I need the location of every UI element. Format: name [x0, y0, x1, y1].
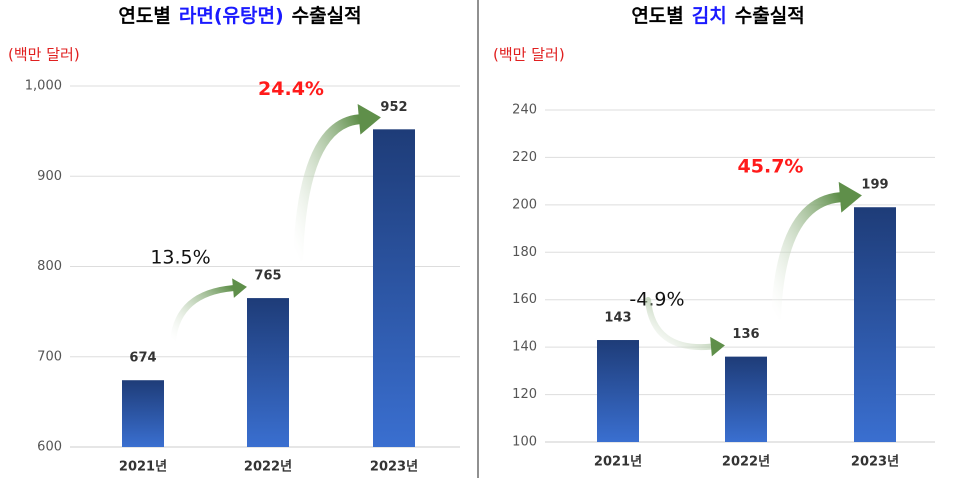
y-tick-label: 100 — [512, 435, 537, 450]
chart: 연도별 라면(유탕면) 수출실적 (백만 달러) 600 700 800 900 1,000 67… — [8, 5, 460, 475]
y-tick-label: 600 — [37, 440, 62, 455]
y-tick-label: 1,000 — [25, 79, 62, 94]
growth-annotation: 24.4% — [258, 78, 324, 100]
arrow-head — [357, 103, 381, 135]
x-tick-label: 2021년 — [594, 455, 642, 470]
title-suffix: 수출실적 — [735, 5, 805, 27]
growth-annotation: -4.9% — [629, 289, 684, 311]
growth-arrow — [170, 285, 236, 344]
y-tick-label: 900 — [37, 169, 62, 184]
x-tick-label: 2022년 — [244, 460, 292, 475]
chart: 연도별 김치 수출실적 (백만 달러) 100 120 140 160 180 200 220 240… — [493, 5, 935, 470]
growth-arrow — [771, 192, 845, 322]
chart-title: 연도별 라면(유탕면) 수출실적 — [118, 5, 361, 27]
y-tick-label: 700 — [37, 349, 62, 364]
x-tick-label: 2021년 — [119, 460, 167, 475]
title-suffix: 수출실적 — [292, 5, 362, 27]
growth-arrow — [645, 297, 714, 351]
x-tick-label: 2022년 — [722, 455, 770, 470]
bar — [122, 380, 164, 447]
value-label: 199 — [861, 178, 888, 193]
value-label: 765 — [254, 269, 281, 284]
title-prefix: 연도별 — [631, 5, 683, 27]
title-subject: 라면(유탕면) — [179, 5, 284, 27]
y-tick-label: 140 — [512, 340, 537, 355]
title-prefix: 연도별 — [118, 5, 170, 27]
bar — [247, 298, 289, 447]
y-tick-label: 120 — [512, 387, 537, 402]
value-label: 136 — [732, 327, 759, 342]
growth-arrow — [293, 114, 364, 264]
y-tick-label: 220 — [512, 150, 537, 165]
bar — [373, 129, 415, 447]
x-tick-label: 2023년 — [851, 455, 899, 470]
title-subject: 김치 — [692, 5, 727, 27]
arrow-head — [838, 181, 862, 213]
growth-annotation: 13.5% — [150, 247, 210, 269]
y-tick-label: 800 — [37, 259, 62, 274]
y-tick-label: 160 — [512, 292, 537, 307]
growth-annotation: 45.7% — [738, 156, 804, 178]
unit-label: (백만 달러) — [8, 46, 80, 64]
unit-label: (백만 달러) — [493, 46, 565, 64]
y-tick-label: 240 — [512, 103, 537, 118]
y-tick-label: 200 — [512, 197, 537, 212]
arrow-head — [232, 278, 247, 298]
bar — [854, 207, 896, 442]
chart-title: 연도별 김치 수출실적 — [631, 5, 804, 27]
arrow-head — [710, 336, 725, 357]
value-label: 674 — [129, 351, 156, 366]
bar — [597, 340, 639, 442]
value-label: 952 — [380, 100, 407, 115]
x-tick-label: 2023년 — [370, 460, 418, 475]
bar — [725, 356, 767, 442]
value-label: 143 — [604, 311, 631, 326]
y-tick-label: 180 — [512, 245, 537, 260]
